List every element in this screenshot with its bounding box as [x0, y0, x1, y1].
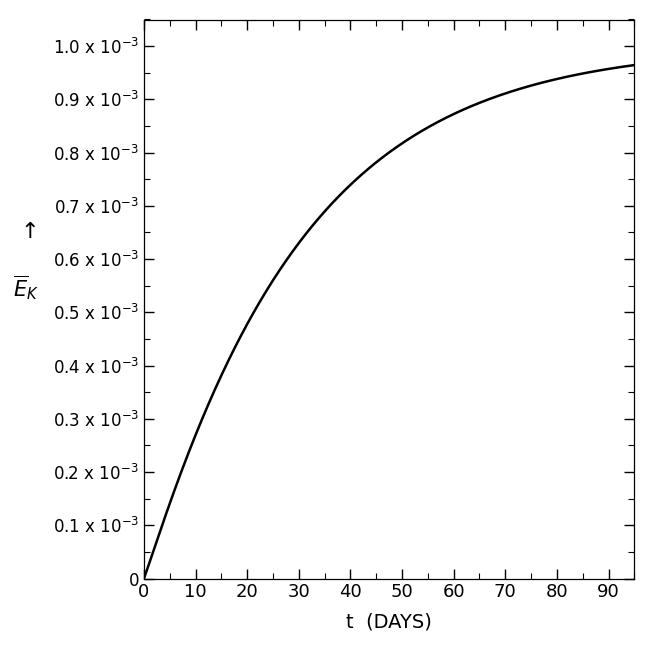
Text: $\overline{E}_K$: $\overline{E}_K$: [13, 274, 39, 302]
Text: $\uparrow$: $\uparrow$: [16, 222, 37, 242]
X-axis label: t  (DAYS): t (DAYS): [346, 612, 432, 631]
